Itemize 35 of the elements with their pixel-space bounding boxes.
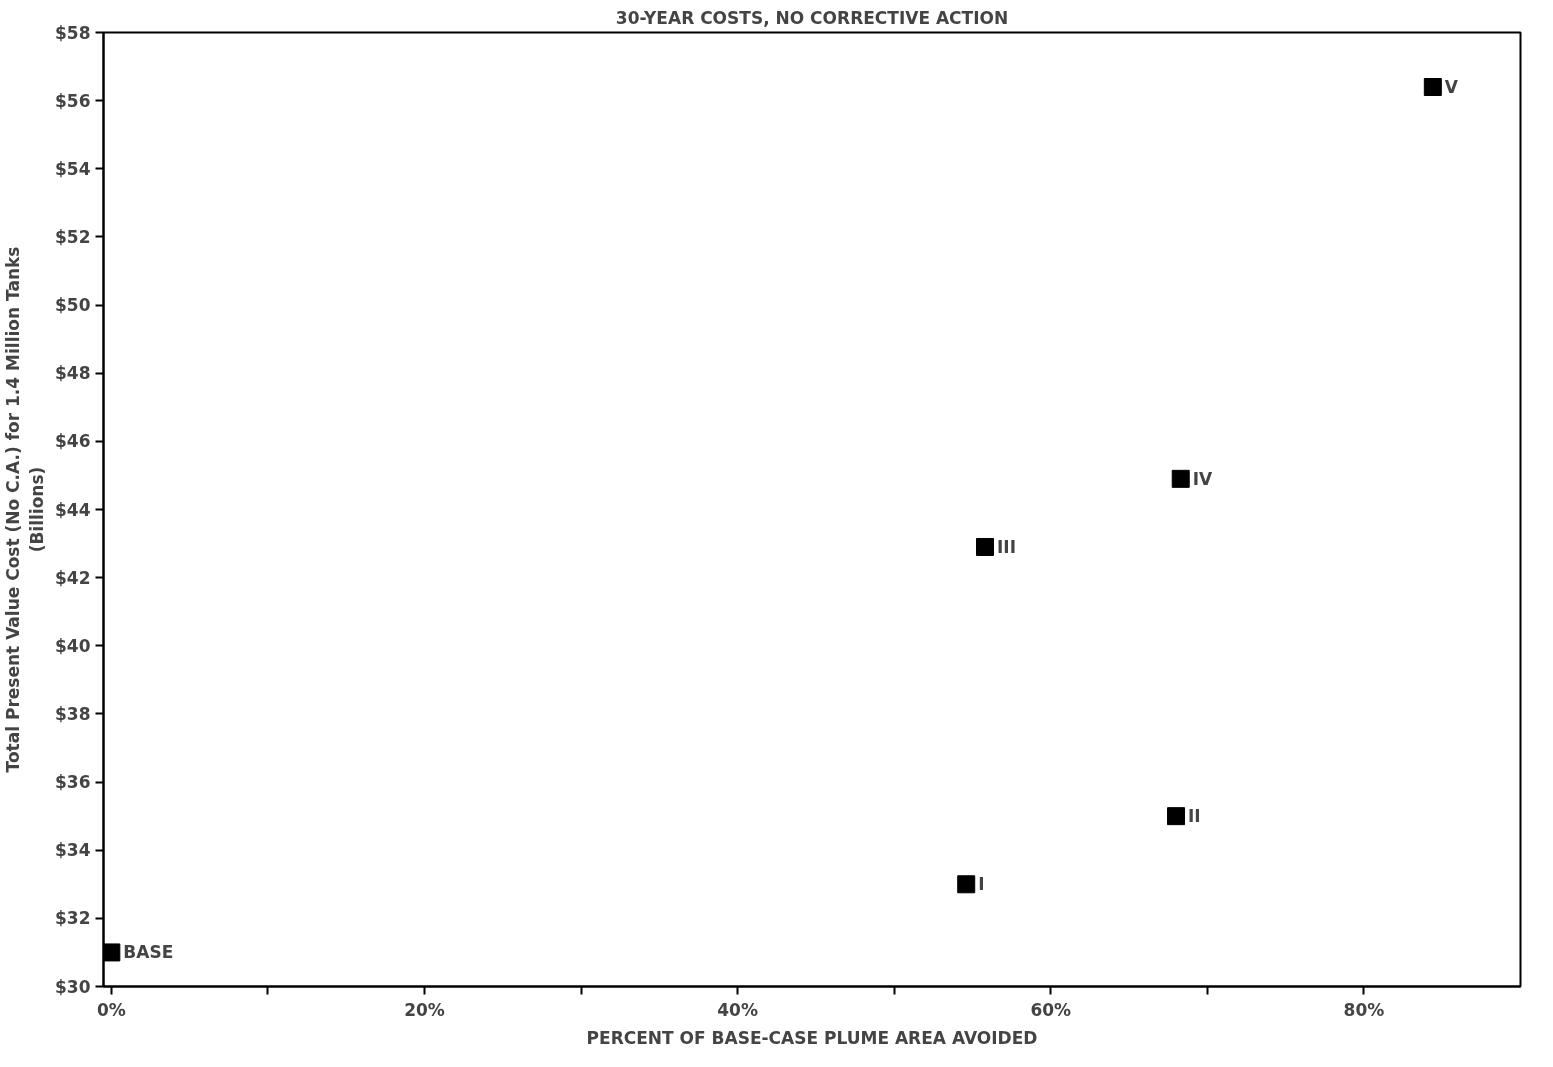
annotation: III [997,536,1016,557]
y-tick-label: $44 [55,499,91,520]
annotation: I [978,874,985,895]
y-tick-label: $40 [55,635,91,656]
y-tick-label: $30 [55,976,91,997]
y-tick-label: $34 [55,840,91,861]
x-axis-title: PERCENT OF BASE-CASE PLUME AREA AVOIDED [586,1027,1038,1048]
y-axis-title: Total Present Value Cost (No C.A.) for 1.4 Million Tanks (Billions) [3,246,48,773]
x-tick-label: 60% [1030,999,1072,1020]
annotation: BASE [123,942,174,963]
point [103,943,121,962]
point [1423,78,1442,97]
y-tick-label: $32 [55,908,91,929]
x-tick-label: 20% [404,999,445,1020]
point [1171,469,1190,488]
annotation: V [1444,77,1459,98]
x-tick-label: 40% [717,999,758,1020]
point [976,537,995,556]
x-tick-label: 80% [1343,999,1385,1020]
y-tick-label: $48 [55,363,91,384]
annotation: II [1188,806,1201,827]
y-tick-label: $54 [55,158,91,179]
y-tick-label: $38 [55,703,91,724]
y-tick-label: $52 [55,226,91,247]
y-tick-label: $50 [55,295,91,316]
y-tick-label: $36 [55,772,91,793]
annotation: IV [1192,468,1214,489]
y-tick-label: $42 [55,567,91,588]
y-tick-label: $58 [55,22,91,43]
point [1167,807,1186,826]
y-tick-label: $46 [55,431,91,452]
chart-title: 30-YEAR COSTS, NO CORRECTIVE ACTION [615,7,1009,28]
x-tick-label: 0% [96,999,126,1020]
point [957,875,976,894]
y-tick-label: $56 [55,90,91,111]
